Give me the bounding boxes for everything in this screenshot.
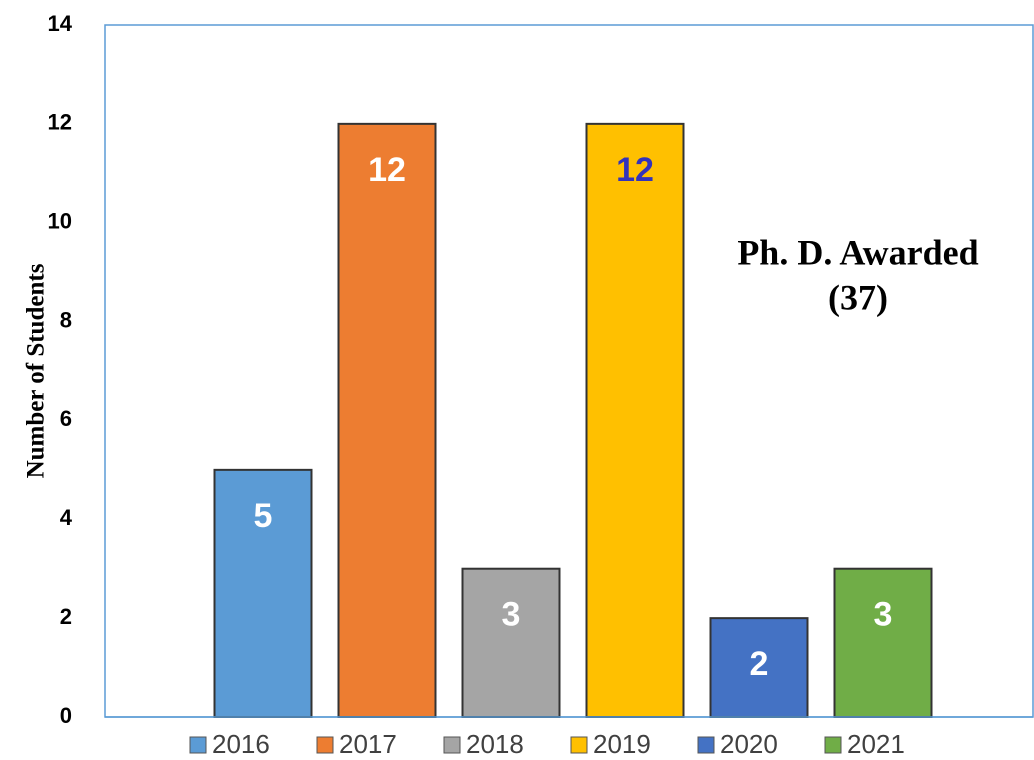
- legend-label: 2017: [339, 729, 397, 759]
- y-tick-label: 2: [60, 604, 72, 629]
- y-tick-label: 10: [48, 209, 72, 234]
- legend-swatch: [316, 736, 334, 754]
- legend-swatch: [824, 736, 842, 754]
- data-label: 3: [502, 596, 521, 634]
- legend-label: 2016: [212, 729, 270, 759]
- annotation: (37): [828, 277, 888, 317]
- legend-swatch: [443, 736, 461, 754]
- legend-label: 2018: [466, 729, 524, 759]
- y-tick-label: 12: [48, 110, 72, 135]
- y-axis-label: Number of Students: [23, 263, 50, 478]
- data-label: 5: [254, 497, 273, 535]
- legend-label: 2021: [847, 729, 905, 759]
- y-tick-label: 4: [60, 505, 73, 530]
- bar: [585, 122, 685, 719]
- y-tick-label: 8: [60, 307, 72, 332]
- bar: [709, 617, 809, 719]
- legend-swatch: [697, 736, 715, 754]
- data-label: 2: [750, 645, 769, 683]
- y-tick-label: 0: [60, 703, 72, 728]
- bar: [461, 567, 561, 719]
- y-tick-label: 14: [48, 11, 73, 36]
- data-label: 12: [368, 151, 406, 189]
- annotation: Ph. D. Awarded: [737, 232, 978, 272]
- bar: [337, 122, 437, 719]
- legend-label: 2019: [593, 729, 651, 759]
- data-label: 3: [874, 596, 893, 634]
- legend-label: 2020: [720, 729, 778, 759]
- data-label: 12: [616, 151, 654, 189]
- legend-swatch: [189, 736, 207, 754]
- y-tick-label: 6: [60, 406, 72, 431]
- bar: [833, 567, 933, 719]
- legend-swatch: [570, 736, 588, 754]
